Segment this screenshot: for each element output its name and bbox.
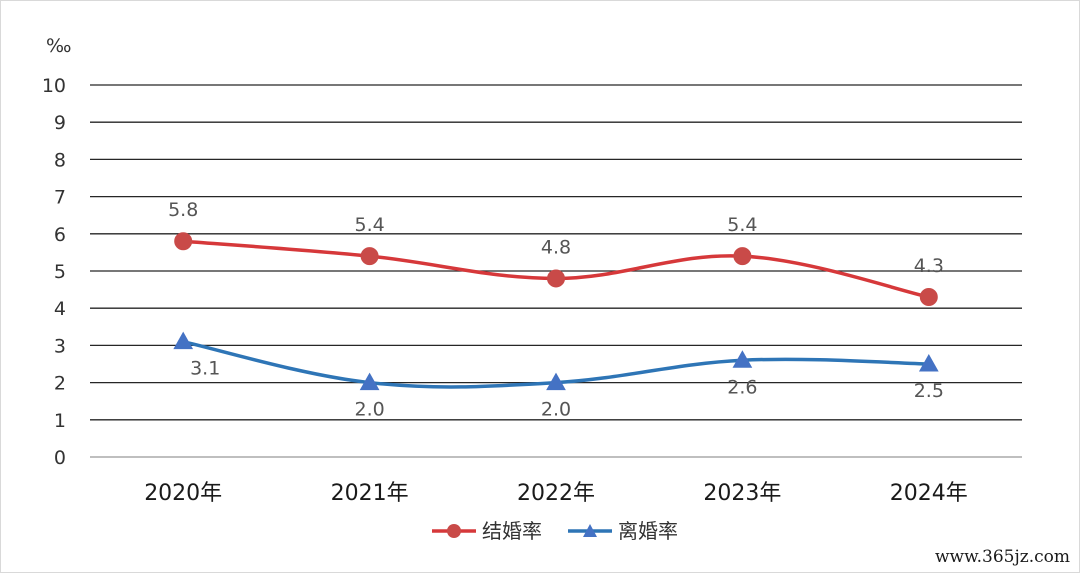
y-tick-label: 8 — [54, 149, 66, 171]
series-divorce: 3.1 2.0 2.0 2.6 2.5 — [173, 331, 944, 421]
y-tick-label: 6 — [54, 224, 66, 246]
legend-marker — [583, 524, 597, 537]
legend: 结婚率 离婚率 — [432, 519, 678, 543]
y-tick-label: 5 — [54, 261, 66, 283]
y-tick-label: 0 — [54, 447, 66, 469]
y-axis-unit: ‰ — [46, 35, 72, 57]
x-tick-label: 2021年 — [331, 481, 409, 506]
x-tick-label: 2022年 — [517, 481, 595, 506]
y-tick-label: 3 — [54, 335, 66, 357]
legend-label: 结婚率 — [482, 519, 542, 543]
data-point — [359, 372, 380, 391]
legend-item-marriage: 结婚率 — [432, 519, 542, 543]
data-point — [733, 247, 752, 266]
gridlines — [90, 84, 1022, 458]
legend-item-divorce: 离婚率 — [568, 519, 678, 543]
data-label: 4.8 — [541, 236, 571, 258]
data-label: 2.6 — [727, 376, 757, 398]
data-label: 5.4 — [727, 214, 757, 236]
legend-label: 离婚率 — [618, 519, 678, 543]
data-label: 5.4 — [354, 214, 384, 236]
y-axis-ticks: 0 1 2 3 4 5 6 7 8 9 10 — [42, 75, 66, 469]
watermark: www.365jz.com — [935, 547, 1070, 567]
data-point — [174, 232, 193, 251]
data-point — [918, 353, 939, 372]
series-marriage: 5.8 5.4 4.8 5.4 4.3 — [168, 199, 944, 307]
y-tick-label: 2 — [54, 373, 66, 395]
data-label: 3.1 — [190, 358, 220, 380]
data-point — [547, 269, 565, 288]
data-label: 5.8 — [168, 199, 198, 221]
y-tick-label: 10 — [42, 75, 66, 97]
y-tick-label: 4 — [54, 298, 66, 320]
data-label: 4.3 — [914, 255, 944, 277]
x-tick-label: 2020年 — [144, 481, 222, 506]
data-point — [546, 372, 566, 391]
x-axis-ticks: 2020年 2021年 2022年 2023年 2024年 — [144, 481, 968, 506]
data-point — [919, 288, 938, 307]
series-layer: 5.8 5.4 4.8 5.4 4.3 3.1 2.0 2.0 2.6 2.5 — [168, 199, 944, 420]
legend-marker — [447, 524, 461, 538]
y-tick-label: 9 — [54, 112, 66, 134]
data-point — [360, 247, 379, 266]
data-point — [173, 331, 194, 350]
data-point — [732, 350, 753, 368]
x-tick-label: 2024年 — [890, 481, 968, 506]
y-tick-label: 1 — [54, 410, 66, 432]
y-tick-label: 7 — [54, 187, 66, 209]
data-label: 2.0 — [541, 399, 571, 421]
x-tick-label: 2023年 — [703, 481, 781, 506]
data-label: 2.0 — [354, 399, 384, 421]
data-label: 2.5 — [914, 380, 944, 402]
